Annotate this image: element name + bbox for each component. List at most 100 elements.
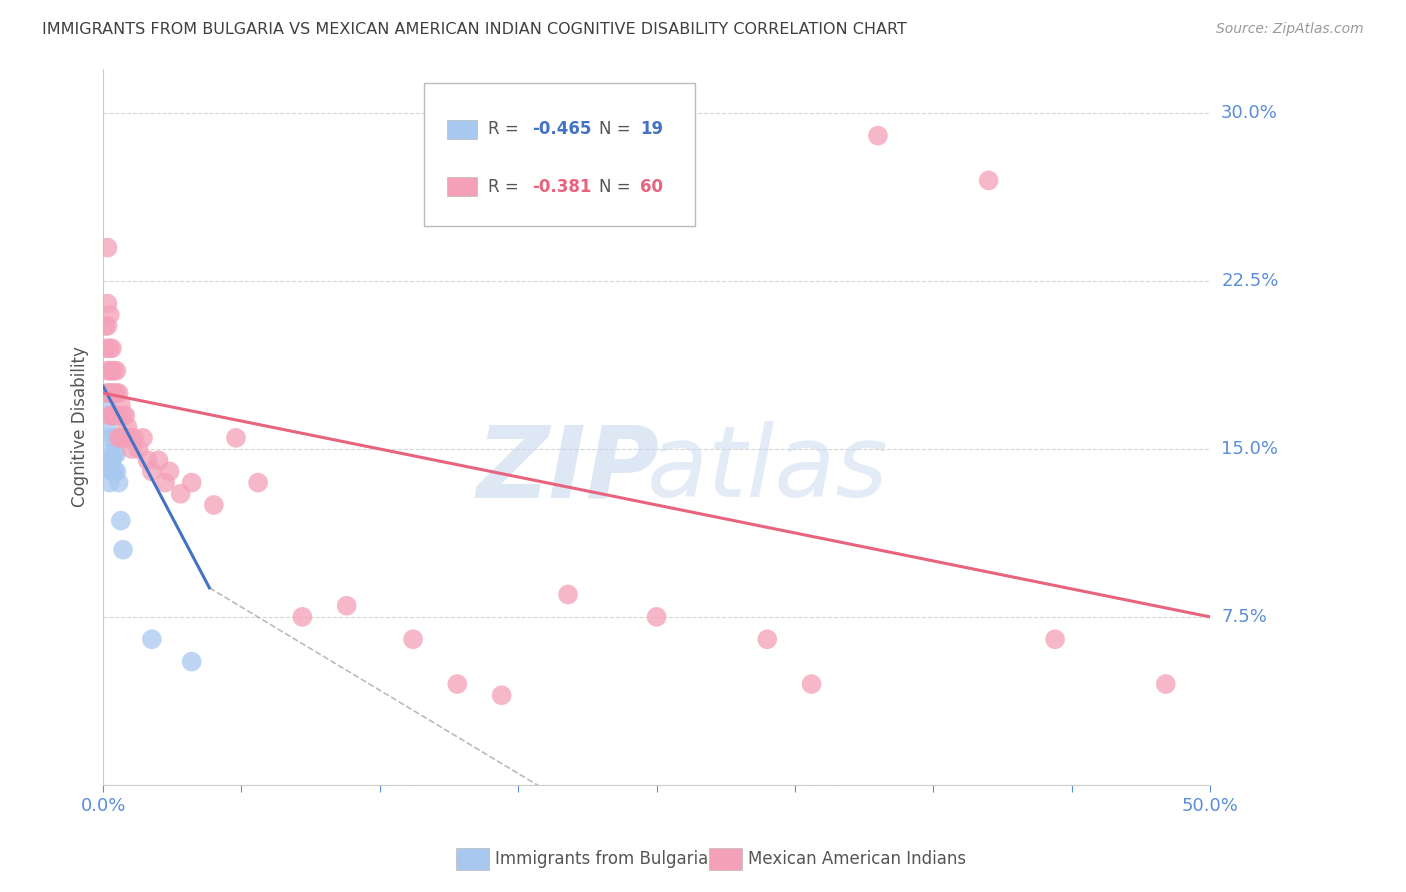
- Text: N =: N =: [599, 178, 636, 195]
- Point: [291, 610, 314, 624]
- Point: [866, 128, 889, 143]
- Text: IMMIGRANTS FROM BULGARIA VS MEXICAN AMERICAN INDIAN COGNITIVE DISABILITY CORRELA: IMMIGRANTS FROM BULGARIA VS MEXICAN AMER…: [42, 22, 907, 37]
- Point: [98, 409, 121, 423]
- Point: [1043, 632, 1066, 647]
- Text: 15.0%: 15.0%: [1222, 440, 1278, 458]
- Point: [180, 475, 202, 490]
- Point: [107, 431, 129, 445]
- Text: 19: 19: [640, 120, 664, 138]
- Text: -0.465: -0.465: [533, 120, 592, 138]
- Point: [132, 431, 155, 445]
- Point: [800, 677, 823, 691]
- Point: [110, 431, 132, 445]
- Point: [202, 498, 225, 512]
- Point: [103, 464, 125, 478]
- Text: 7.5%: 7.5%: [1222, 607, 1267, 626]
- Point: [96, 386, 118, 401]
- Point: [101, 464, 124, 478]
- Point: [118, 431, 141, 445]
- Point: [153, 475, 176, 490]
- Y-axis label: Cognitive Disability: Cognitive Disability: [72, 346, 89, 507]
- Point: [225, 431, 247, 445]
- Point: [1154, 677, 1177, 691]
- Point: [141, 464, 163, 478]
- Point: [103, 431, 125, 445]
- Point: [128, 442, 150, 456]
- Point: [98, 446, 121, 460]
- Point: [103, 364, 125, 378]
- Point: [101, 386, 124, 401]
- Point: [977, 173, 1000, 187]
- Point: [402, 632, 425, 647]
- FancyBboxPatch shape: [447, 120, 477, 139]
- Point: [96, 401, 118, 416]
- Point: [117, 419, 139, 434]
- Point: [114, 409, 136, 423]
- Point: [557, 587, 579, 601]
- Point: [98, 341, 121, 355]
- Point: [98, 475, 121, 490]
- Point: [491, 688, 513, 702]
- Point: [105, 364, 128, 378]
- Text: R =: R =: [488, 178, 524, 195]
- Point: [645, 610, 668, 624]
- Point: [112, 431, 135, 445]
- Point: [110, 397, 132, 411]
- Point: [94, 341, 117, 355]
- Point: [96, 241, 118, 255]
- Point: [122, 431, 145, 445]
- Point: [101, 341, 124, 355]
- Point: [96, 318, 118, 333]
- Point: [121, 442, 143, 456]
- Point: [105, 446, 128, 460]
- Point: [98, 431, 121, 445]
- Point: [159, 464, 181, 478]
- FancyBboxPatch shape: [425, 83, 696, 226]
- Point: [107, 386, 129, 401]
- Point: [105, 464, 128, 478]
- Text: N =: N =: [599, 120, 636, 138]
- Point: [96, 296, 118, 310]
- Point: [101, 453, 124, 467]
- Point: [141, 632, 163, 647]
- Point: [169, 487, 191, 501]
- Point: [136, 453, 159, 467]
- Text: Immigrants from Bulgaria: Immigrants from Bulgaria: [495, 850, 709, 868]
- FancyBboxPatch shape: [447, 177, 477, 196]
- Point: [446, 677, 468, 691]
- Point: [180, 655, 202, 669]
- Text: atlas: atlas: [647, 421, 889, 518]
- Point: [247, 475, 270, 490]
- Point: [110, 514, 132, 528]
- Text: ZIP: ZIP: [477, 421, 659, 518]
- Point: [112, 542, 135, 557]
- Text: 60: 60: [640, 178, 664, 195]
- Point: [103, 409, 125, 423]
- Point: [336, 599, 359, 613]
- Point: [103, 386, 125, 401]
- Point: [98, 386, 121, 401]
- Point: [98, 308, 121, 322]
- Text: Mexican American Indians: Mexican American Indians: [748, 850, 966, 868]
- Point: [114, 431, 136, 445]
- Point: [112, 409, 135, 423]
- Point: [105, 409, 128, 423]
- Point: [107, 409, 129, 423]
- Point: [103, 446, 125, 460]
- Point: [98, 364, 121, 378]
- Point: [756, 632, 779, 647]
- Text: Source: ZipAtlas.com: Source: ZipAtlas.com: [1216, 22, 1364, 37]
- Point: [96, 364, 118, 378]
- Point: [105, 386, 128, 401]
- Point: [98, 459, 121, 474]
- Point: [101, 364, 124, 378]
- Text: R =: R =: [488, 120, 524, 138]
- Point: [107, 475, 129, 490]
- Point: [96, 419, 118, 434]
- Point: [148, 453, 170, 467]
- Point: [101, 409, 124, 423]
- Text: 30.0%: 30.0%: [1222, 104, 1278, 122]
- Text: 22.5%: 22.5%: [1222, 272, 1278, 290]
- Point: [94, 318, 117, 333]
- Text: -0.381: -0.381: [533, 178, 592, 195]
